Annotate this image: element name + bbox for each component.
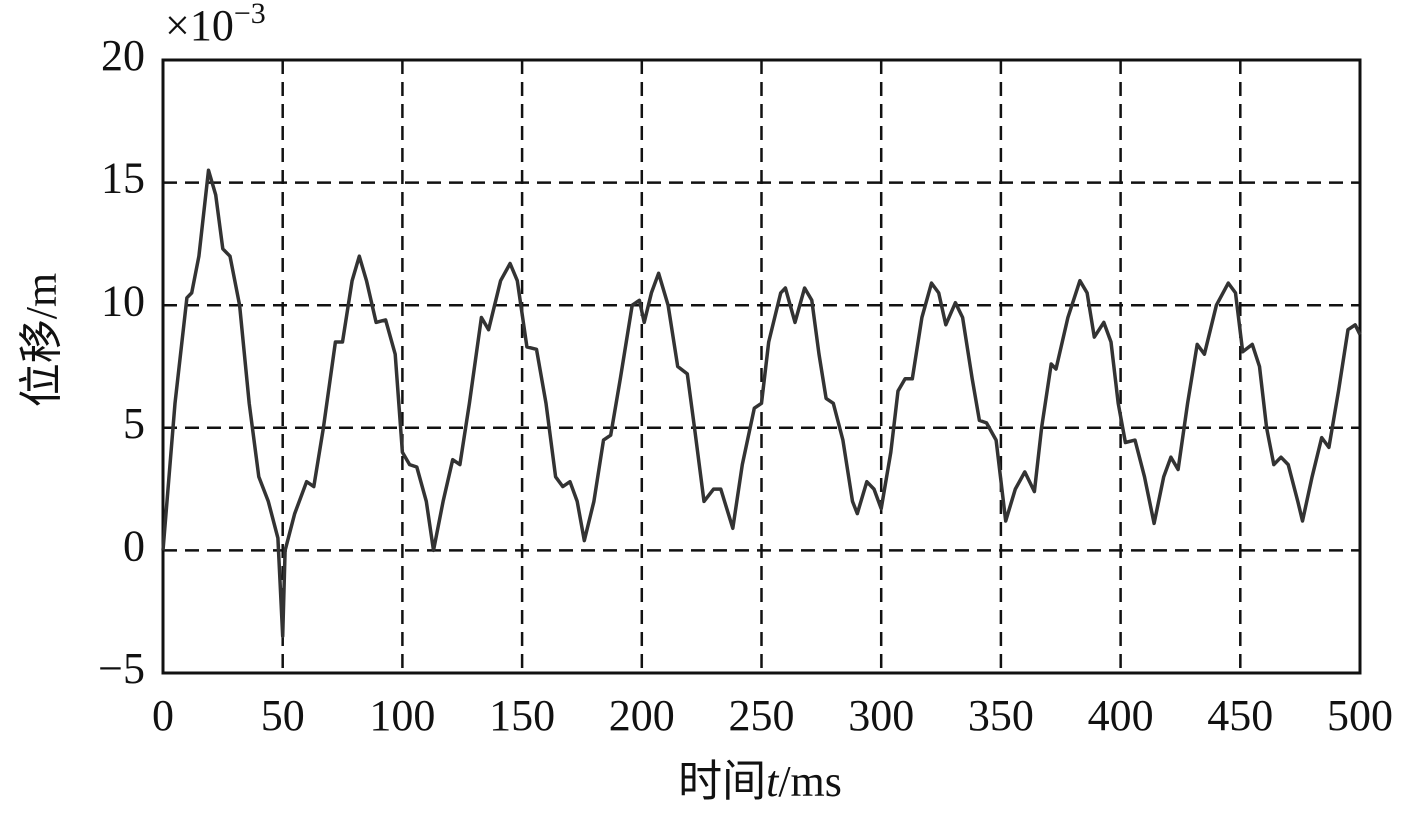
y-tick-label: 20 [101, 31, 145, 80]
x-tick-label: 50 [261, 691, 305, 740]
x-tick-label: 0 [152, 691, 174, 740]
multiplier-exponent: −3 [234, 0, 266, 30]
multiplier-base: ×10 [165, 1, 234, 50]
y-tick-label: 5 [123, 399, 145, 448]
y-tick-label: 0 [123, 521, 145, 570]
data-line [161, 168, 1362, 638]
x-tick-label: 250 [729, 691, 795, 740]
y-tick-label: −5 [98, 644, 145, 693]
x-tick-label: 100 [369, 691, 435, 740]
y-tick-label: 15 [101, 154, 145, 203]
x-tick-label: 500 [1327, 691, 1393, 740]
x-tick-label: 350 [968, 691, 1034, 740]
x-axis-label: 时间t/ms [678, 757, 842, 806]
y-axis-label: 位移/m [17, 273, 66, 407]
x-tick-label: 150 [489, 691, 555, 740]
x-tick-label: 300 [848, 691, 914, 740]
x-tick-label: 400 [1088, 691, 1154, 740]
y-tick-label: 10 [101, 276, 145, 325]
x-tick-label: 200 [609, 691, 675, 740]
plot-frame [161, 58, 1362, 675]
multiplier: ×10−3 [165, 0, 266, 50]
x-label-part: /ms [778, 757, 842, 806]
x-label-part: t [766, 757, 780, 806]
x-label-part: 时间 [678, 757, 766, 806]
x-tick-label: 450 [1207, 691, 1273, 740]
